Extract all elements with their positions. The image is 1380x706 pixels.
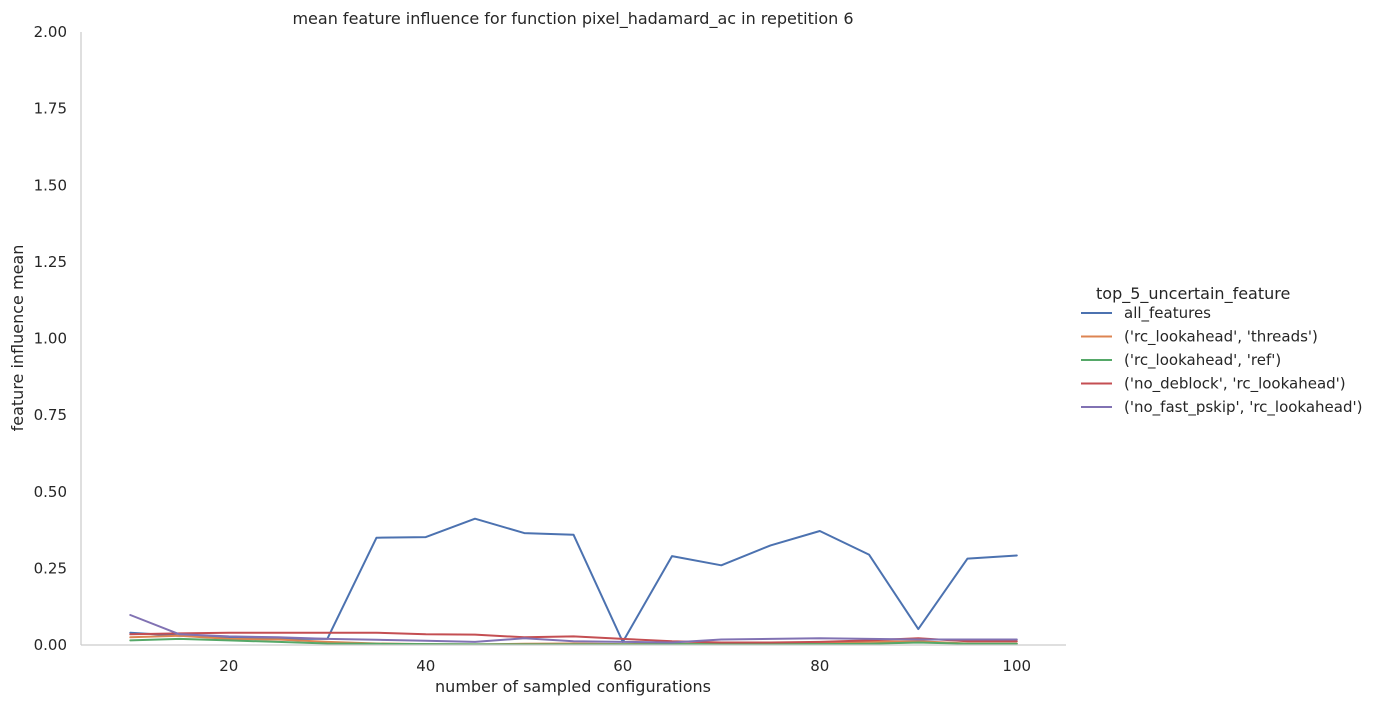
x-tick-label: 100 [1002, 657, 1031, 675]
legend-entry-label: ('rc_lookahead', 'ref') [1124, 351, 1281, 370]
legend-title: top_5_uncertain_feature [1096, 284, 1290, 304]
series-line-3 [129, 631, 1018, 644]
x-tick-label: 80 [810, 657, 829, 675]
y-axis-label: feature influence mean [8, 245, 27, 432]
y-axis: 0.00 0.25 0.50 0.75 1.00 1.25 1.50 1.75 2.00 [34, 23, 82, 654]
x-tick-label: 20 [219, 657, 238, 675]
series-line-0 [129, 517, 1018, 643]
x-axis-label: number of sampled configurations [435, 677, 711, 696]
x-tick-label: 60 [613, 657, 632, 675]
y-tick-label: 0.25 [34, 559, 67, 577]
y-tick-label: 0.50 [34, 483, 67, 501]
y-tick-label: 2.00 [34, 23, 67, 41]
legend-entry-label: all_features [1124, 304, 1211, 323]
y-tick-label: 0.75 [34, 406, 67, 424]
y-tick-label: 1.25 [34, 253, 67, 271]
x-tick-label: 40 [416, 657, 435, 675]
chart-title: mean feature influence for function pixe… [292, 9, 853, 29]
series-line-4 [129, 614, 1018, 644]
legend-entry-label: ('rc_lookahead', 'threads') [1124, 328, 1318, 347]
y-tick-label: 1.00 [34, 330, 67, 348]
y-tick-label: 1.50 [34, 176, 67, 194]
legend: top_5_uncertain_feature all_features ('rc… [1081, 284, 1362, 417]
y-tick-label: 1.75 [34, 100, 67, 118]
x-axis: 20 40 60 80 100 [81, 644, 1066, 675]
legend-entry-label: ('no_deblock', 'rc_lookahead') [1124, 375, 1346, 394]
legend-entry-label: ('no_fast_pskip', 'rc_lookahead') [1124, 398, 1362, 417]
plot-area [129, 517, 1018, 646]
y-tick-label: 0.00 [34, 636, 67, 654]
